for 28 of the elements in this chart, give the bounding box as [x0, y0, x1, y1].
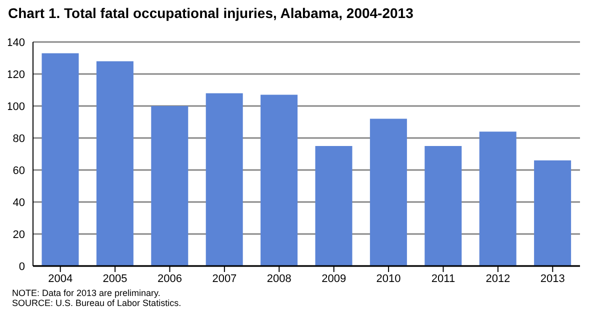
bar — [206, 93, 243, 266]
x-tick-label: 2007 — [212, 272, 237, 285]
x-tick-label: 2011 — [431, 272, 456, 285]
y-tick-label: 0 — [18, 260, 25, 273]
bar — [315, 146, 352, 266]
x-tick-label: 2009 — [322, 272, 346, 285]
x-tick-label: 2005 — [102, 272, 128, 285]
source-note: SOURCE: U.S. Bureau of Labor Statistics. — [12, 298, 182, 308]
chart-title: Chart 1. Total fatal occupational injuries, Alabama, 2004-2013 — [8, 5, 414, 21]
y-tick-label: 40 — [12, 196, 25, 209]
x-tick-label: 2006 — [158, 272, 182, 285]
bar — [96, 61, 134, 266]
x-tick-label: 2010 — [376, 272, 401, 285]
y-tick-label: 60 — [12, 164, 25, 177]
bar — [42, 53, 79, 266]
bar — [424, 146, 462, 266]
x-tick-label: 2004 — [48, 272, 73, 285]
bar — [151, 106, 188, 266]
y-tick-label: 20 — [12, 228, 25, 241]
x-tick-label: 2013 — [540, 272, 565, 285]
bar — [534, 160, 572, 266]
bar — [260, 94, 298, 266]
text: NOTE: Data for 2013 are preliminary. — [12, 288, 162, 298]
bar — [479, 132, 516, 266]
y-tick-label: 80 — [12, 132, 25, 145]
x-tick-label: 2008 — [266, 272, 292, 285]
x-tick-label: 2012 — [486, 272, 510, 285]
bar — [370, 118, 407, 266]
